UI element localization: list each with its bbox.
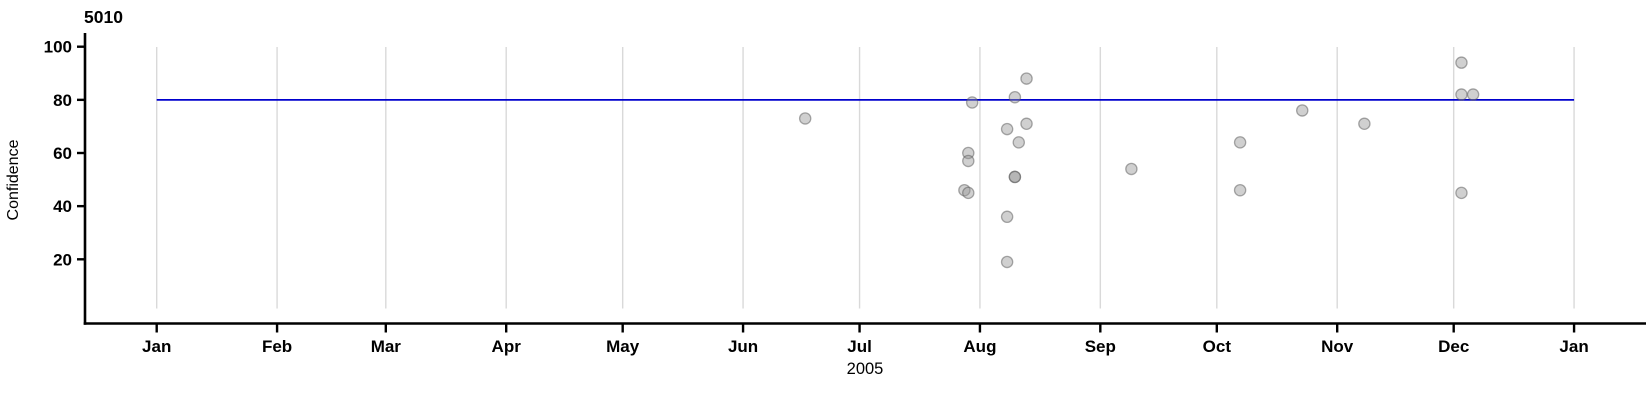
x-tick-label: Jun: [728, 337, 758, 356]
x-tick-label: Feb: [262, 337, 292, 356]
data-point: [1000, 122, 1014, 136]
data-point: [1295, 104, 1309, 117]
y-tick-label: 20: [53, 250, 72, 269]
data-point: [1455, 56, 1468, 69]
x-tick-label: Dec: [1438, 337, 1469, 356]
data-point: [798, 112, 812, 125]
y-tick-label: 100: [44, 38, 72, 57]
data-point: [1233, 183, 1247, 197]
chart-title: 5010: [84, 7, 123, 27]
x-tick-label: Nov: [1321, 337, 1354, 356]
x-tick-label: May: [606, 337, 640, 356]
data-point: [1358, 117, 1371, 131]
data-point: [1233, 136, 1247, 149]
y-tick-labels: 100 80 60 40 20: [44, 38, 72, 270]
x-tick-label: Jan: [142, 337, 171, 356]
data-point: [1020, 117, 1033, 131]
data-point: [965, 96, 979, 109]
x-tick-label: Sep: [1085, 337, 1116, 356]
data-point: [1000, 255, 1014, 269]
data-point: [1008, 90, 1022, 104]
gridlines: [155, 47, 1575, 309]
data-points: [798, 56, 1480, 269]
data-point: [1455, 186, 1468, 200]
data-point: [1012, 136, 1026, 149]
data-point: [1125, 162, 1138, 176]
y-axis-label: Confidence: [5, 139, 22, 220]
data-point: [1466, 88, 1480, 101]
data-point: [1455, 88, 1468, 101]
y-tick-label: 60: [53, 144, 72, 163]
data-point: [1000, 210, 1014, 224]
data-point: [1008, 170, 1022, 184]
x-tick-label: Jan: [1559, 337, 1588, 356]
y-tick-label: 80: [53, 91, 72, 110]
data-point: [962, 186, 975, 200]
data-point: [962, 154, 975, 168]
x-tick-label: Mar: [371, 337, 402, 356]
x-tick-label: Apr: [492, 337, 522, 356]
y-tick-label: 40: [53, 197, 72, 216]
x-ticks: [155, 323, 1576, 333]
data-point: [1020, 72, 1033, 85]
y-ticks: [77, 45, 85, 261]
x-tick-labels: Jan Feb Mar Apr May Jun Jul Aug Sep Oct Nov Dec Jan: [142, 337, 1589, 356]
x-axis-caption: 2005: [847, 360, 884, 378]
x-tick-label: Oct: [1203, 337, 1232, 356]
x-tick-label: Aug: [963, 337, 996, 356]
x-tick-label: Jul: [847, 337, 872, 356]
